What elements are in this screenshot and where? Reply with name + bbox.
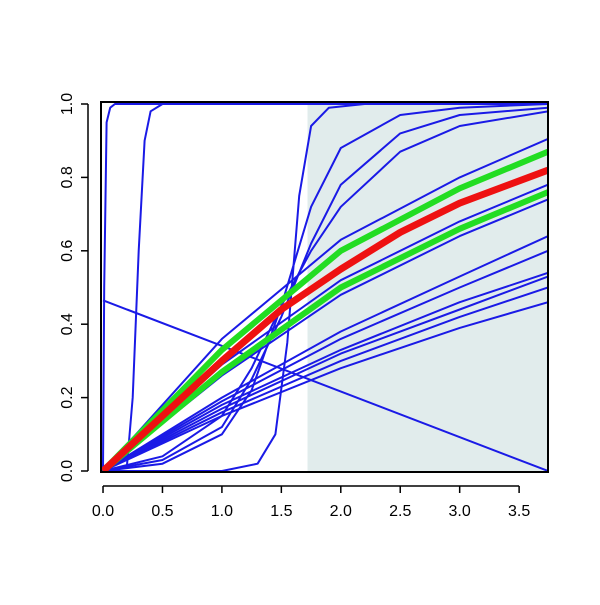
x-tick-label: 1.0 — [211, 503, 233, 520]
y-tick-label: 0.6 — [59, 240, 76, 262]
series-line — [102, 137, 548, 472]
series-line — [102, 299, 548, 472]
y-tick-label: 1.0 — [59, 93, 76, 115]
y-tick-label: 0.2 — [59, 386, 76, 408]
series-line — [102, 235, 548, 472]
x-tick-label: 0.0 — [92, 503, 114, 520]
y-tick-label: 0.0 — [59, 460, 76, 482]
plot-area — [101, 103, 548, 472]
series-line — [101, 189, 548, 472]
series-line — [102, 103, 548, 472]
series-line — [102, 301, 548, 472]
x-tick-label: 2.0 — [330, 503, 352, 520]
series-line — [102, 286, 548, 472]
x-tick-label: 2.5 — [389, 503, 411, 520]
x-tick-label: 0.5 — [151, 503, 173, 520]
series-line — [101, 148, 548, 472]
x-tick-label: 3.5 — [508, 503, 530, 520]
x-tick-label: 1.5 — [270, 503, 292, 520]
y-tick-label: 0.4 — [59, 313, 76, 335]
series-line — [102, 275, 548, 472]
x-tick-label: 3.0 — [449, 503, 471, 520]
series-line — [102, 271, 548, 472]
series-line — [101, 166, 548, 472]
series-line — [102, 110, 548, 472]
plot-frame — [100, 101, 549, 473]
series-line — [102, 249, 548, 472]
y-tick-label: 0.8 — [59, 166, 76, 188]
